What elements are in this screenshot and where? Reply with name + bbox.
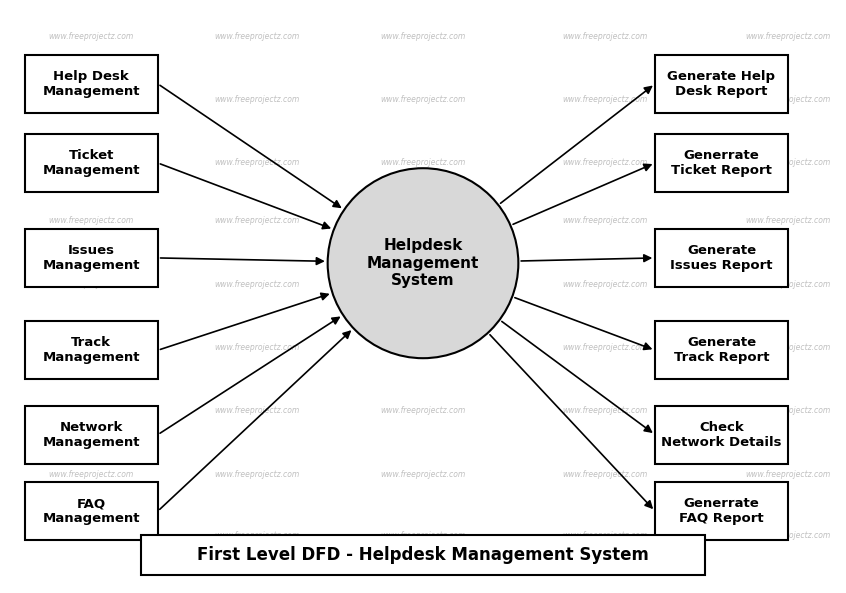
Text: FAQ
Management: FAQ Management bbox=[42, 498, 140, 525]
Text: www.freeprojectz.com: www.freeprojectz.com bbox=[745, 343, 831, 352]
Text: www.freeprojectz.com: www.freeprojectz.com bbox=[745, 470, 831, 479]
Text: www.freeprojectz.com: www.freeprojectz.com bbox=[215, 280, 299, 289]
Bar bbox=[141, 535, 705, 575]
Text: www.freeprojectz.com: www.freeprojectz.com bbox=[563, 95, 648, 104]
Text: Network
Management: Network Management bbox=[42, 420, 140, 449]
Text: www.freeprojectz.com: www.freeprojectz.com bbox=[745, 158, 831, 167]
Text: First Level DFD - Helpdesk Management System: First Level DFD - Helpdesk Management Sy… bbox=[197, 546, 649, 564]
Bar bbox=[25, 406, 157, 464]
Text: www.freeprojectz.com: www.freeprojectz.com bbox=[563, 406, 648, 416]
Text: www.freeprojectz.com: www.freeprojectz.com bbox=[745, 95, 831, 104]
Text: www.freeprojectz.com: www.freeprojectz.com bbox=[381, 406, 465, 416]
Text: www.freeprojectz.com: www.freeprojectz.com bbox=[215, 95, 299, 104]
Bar bbox=[655, 482, 788, 540]
Text: www.freeprojectz.com: www.freeprojectz.com bbox=[563, 216, 648, 225]
Text: www.freeprojectz.com: www.freeprojectz.com bbox=[563, 280, 648, 289]
Text: www.freeprojectz.com: www.freeprojectz.com bbox=[49, 343, 134, 352]
Text: Generrate
Ticket Report: Generrate Ticket Report bbox=[671, 149, 772, 177]
Text: Generate Help
Desk Report: Generate Help Desk Report bbox=[667, 70, 776, 98]
Text: Help Desk
Management: Help Desk Management bbox=[42, 70, 140, 98]
Text: www.freeprojectz.com: www.freeprojectz.com bbox=[745, 216, 831, 225]
Text: www.freeprojectz.com: www.freeprojectz.com bbox=[49, 158, 134, 167]
Text: Generate
Track Report: Generate Track Report bbox=[673, 336, 769, 364]
Bar bbox=[655, 134, 788, 192]
Bar bbox=[655, 321, 788, 380]
Bar bbox=[655, 229, 788, 287]
Text: www.freeprojectz.com: www.freeprojectz.com bbox=[563, 158, 648, 167]
Text: Generrate
FAQ Report: Generrate FAQ Report bbox=[679, 498, 764, 525]
Bar bbox=[655, 55, 788, 113]
Text: www.freeprojectz.com: www.freeprojectz.com bbox=[215, 406, 299, 416]
Text: Ticket
Management: Ticket Management bbox=[42, 149, 140, 177]
Text: www.freeprojectz.com: www.freeprojectz.com bbox=[215, 32, 299, 41]
Bar bbox=[25, 134, 157, 192]
Text: www.freeprojectz.com: www.freeprojectz.com bbox=[381, 343, 465, 352]
Text: www.freeprojectz.com: www.freeprojectz.com bbox=[563, 32, 648, 41]
Bar bbox=[25, 482, 157, 540]
Text: Check
Network Details: Check Network Details bbox=[662, 420, 782, 449]
Text: www.freeprojectz.com: www.freeprojectz.com bbox=[49, 470, 134, 479]
Text: www.freeprojectz.com: www.freeprojectz.com bbox=[49, 406, 134, 416]
Text: www.freeprojectz.com: www.freeprojectz.com bbox=[215, 470, 299, 479]
Text: www.freeprojectz.com: www.freeprojectz.com bbox=[49, 32, 134, 41]
Text: www.freeprojectz.com: www.freeprojectz.com bbox=[215, 531, 299, 540]
Text: www.freeprojectz.com: www.freeprojectz.com bbox=[381, 280, 465, 289]
Text: Helpdesk
Management
System: Helpdesk Management System bbox=[367, 238, 479, 288]
Text: www.freeprojectz.com: www.freeprojectz.com bbox=[745, 32, 831, 41]
Bar bbox=[655, 406, 788, 464]
Text: www.freeprojectz.com: www.freeprojectz.com bbox=[215, 216, 299, 225]
Text: www.freeprojectz.com: www.freeprojectz.com bbox=[49, 216, 134, 225]
Text: www.freeprojectz.com: www.freeprojectz.com bbox=[215, 158, 299, 167]
Text: www.freeprojectz.com: www.freeprojectz.com bbox=[215, 343, 299, 352]
Bar bbox=[25, 229, 157, 287]
Text: Generate
Issues Report: Generate Issues Report bbox=[670, 244, 772, 272]
Text: www.freeprojectz.com: www.freeprojectz.com bbox=[381, 158, 465, 167]
Bar bbox=[25, 321, 157, 380]
Text: www.freeprojectz.com: www.freeprojectz.com bbox=[381, 95, 465, 104]
Text: Track
Management: Track Management bbox=[42, 336, 140, 364]
Text: www.freeprojectz.com: www.freeprojectz.com bbox=[745, 280, 831, 289]
Text: www.freeprojectz.com: www.freeprojectz.com bbox=[381, 32, 465, 41]
Text: www.freeprojectz.com: www.freeprojectz.com bbox=[563, 531, 648, 540]
Text: www.freeprojectz.com: www.freeprojectz.com bbox=[563, 343, 648, 352]
Text: www.freeprojectz.com: www.freeprojectz.com bbox=[49, 95, 134, 104]
Text: www.freeprojectz.com: www.freeprojectz.com bbox=[381, 531, 465, 540]
Bar bbox=[25, 55, 157, 113]
Text: www.freeprojectz.com: www.freeprojectz.com bbox=[49, 531, 134, 540]
Text: www.freeprojectz.com: www.freeprojectz.com bbox=[381, 470, 465, 479]
Text: www.freeprojectz.com: www.freeprojectz.com bbox=[49, 280, 134, 289]
Text: www.freeprojectz.com: www.freeprojectz.com bbox=[745, 406, 831, 416]
Ellipse shape bbox=[327, 168, 519, 358]
Text: www.freeprojectz.com: www.freeprojectz.com bbox=[563, 470, 648, 479]
Text: www.freeprojectz.com: www.freeprojectz.com bbox=[745, 531, 831, 540]
Text: www.freeprojectz.com: www.freeprojectz.com bbox=[381, 216, 465, 225]
Text: Issues
Management: Issues Management bbox=[42, 244, 140, 272]
